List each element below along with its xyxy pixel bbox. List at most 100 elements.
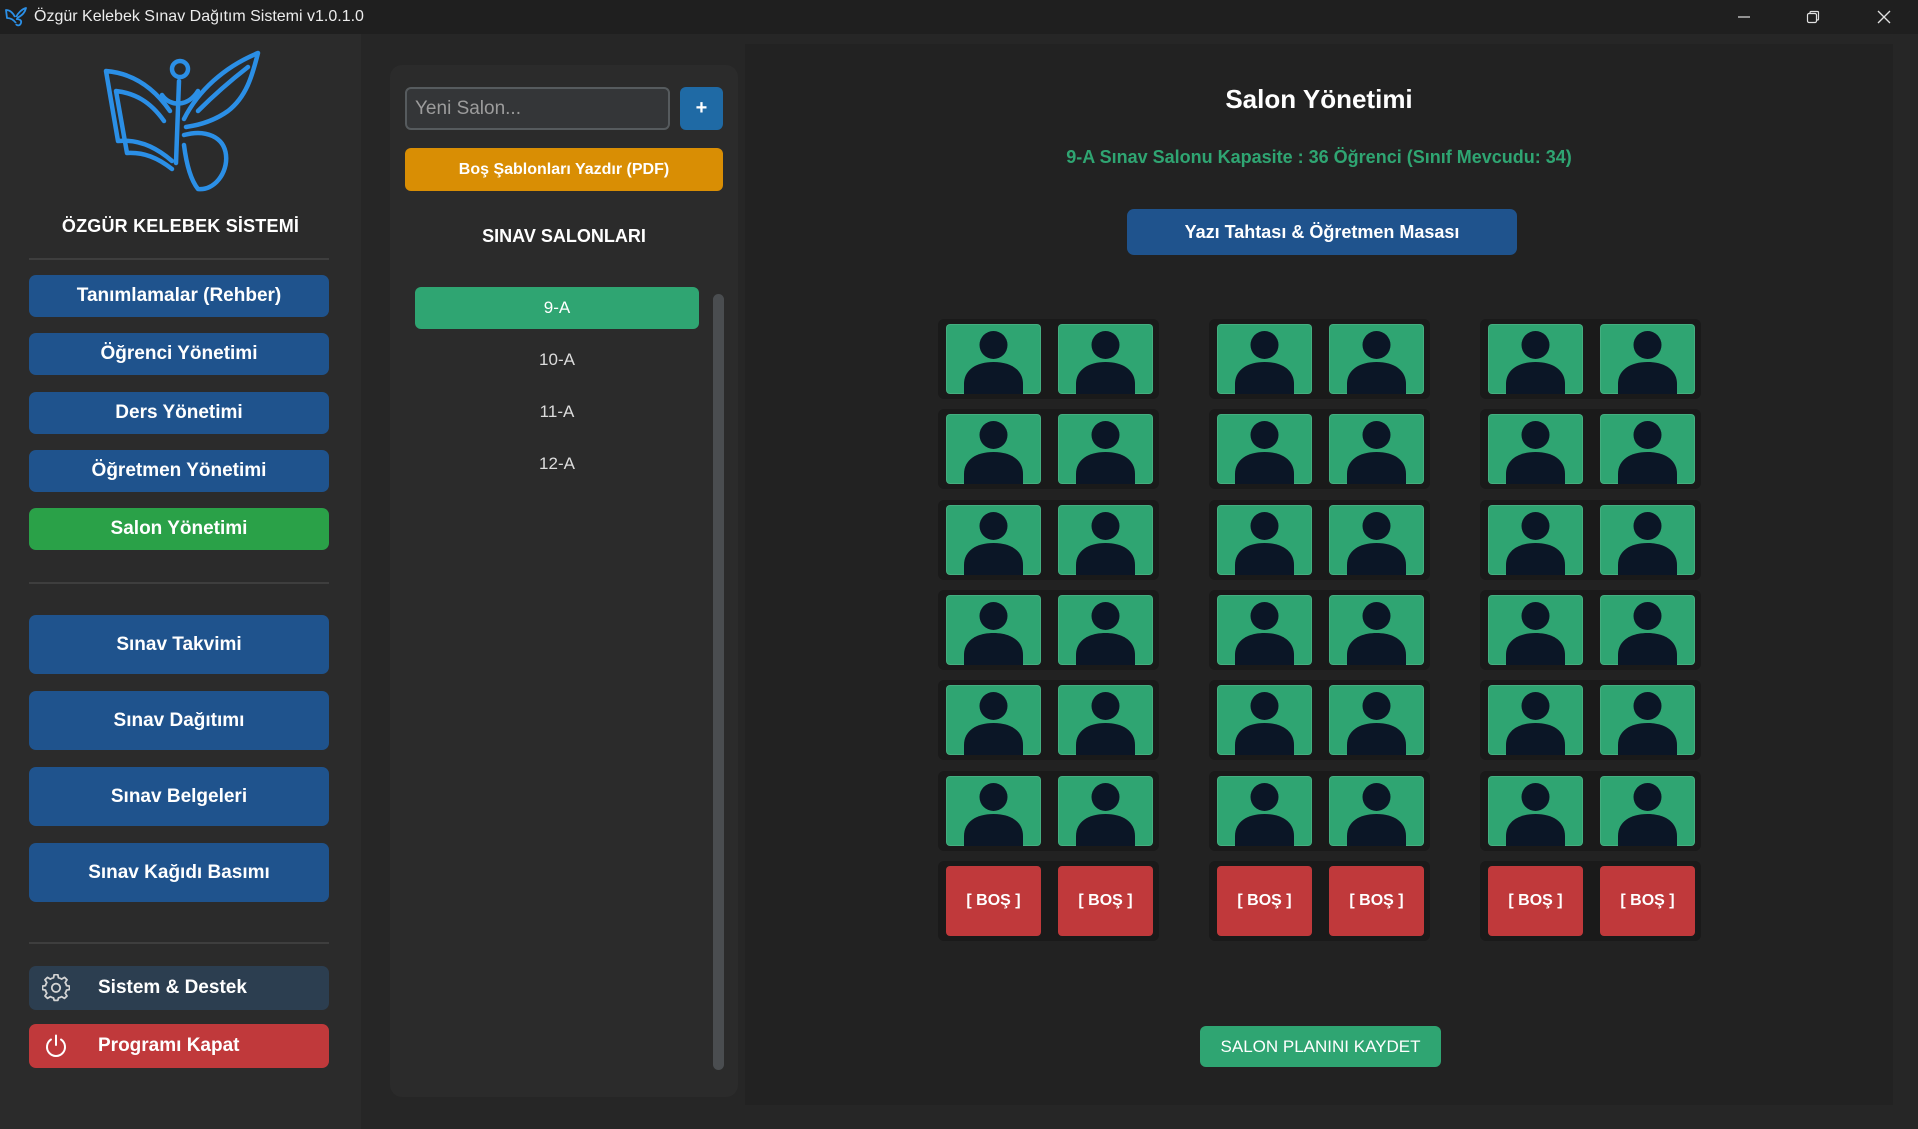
occupied-seat[interactable] <box>1217 685 1312 755</box>
empty-seat[interactable]: [ BOŞ ] <box>946 866 1041 936</box>
restore-icon <box>1806 10 1820 24</box>
occupied-seat[interactable] <box>1329 595 1424 665</box>
occupied-seat[interactable] <box>1217 505 1312 575</box>
empty-seat[interactable]: [ BOŞ ] <box>1217 866 1312 936</box>
empty-seat-label: [ BOŞ ] <box>966 892 1021 909</box>
occupied-seat[interactable] <box>1329 685 1424 755</box>
occupied-seat[interactable] <box>1217 595 1312 665</box>
occupied-seat[interactable] <box>1600 505 1695 575</box>
occupied-seat[interactable] <box>1058 685 1153 755</box>
nav-teacher-management-button[interactable]: Öğretmen Yönetimi <box>29 450 329 492</box>
person-icon <box>1235 692 1294 755</box>
butterfly-icon <box>5 7 27 27</box>
nav-student-management-button[interactable]: Öğrenci Yönetimi <box>29 333 329 375</box>
page-title: Salon Yönetimi <box>1225 84 1413 114</box>
person-icon <box>1235 331 1294 394</box>
empty-seat[interactable]: [ BOŞ ] <box>1329 866 1424 936</box>
person-icon <box>1347 783 1406 846</box>
print-empty-templates-button[interactable]: Boş Şablonları Yazdır (PDF) <box>405 148 723 191</box>
nav-course-management-button[interactable]: Ders Yönetimi <box>29 392 329 434</box>
add-salon-button[interactable]: + <box>680 87 723 130</box>
occupied-seat[interactable] <box>1600 685 1695 755</box>
new-salon-input[interactable] <box>405 87 670 130</box>
sidebar: ÖZGÜR KELEBEK SİSTEMİ Tanımlamalar (Rehb… <box>0 34 361 1129</box>
occupied-seat[interactable] <box>946 324 1041 394</box>
occupied-seat[interactable] <box>1058 324 1153 394</box>
occupied-seat[interactable] <box>946 685 1041 755</box>
close-button[interactable] <box>1856 0 1912 34</box>
save-salon-plan-button[interactable]: SALON PLANINI KAYDET <box>1200 1026 1441 1067</box>
desk-pair <box>938 590 1159 670</box>
occupied-seat[interactable] <box>1329 505 1424 575</box>
occupied-seat[interactable] <box>1488 685 1583 755</box>
empty-seat[interactable]: [ BOŞ ] <box>1058 866 1153 936</box>
person-icon <box>1347 421 1406 484</box>
occupied-seat[interactable] <box>946 414 1041 484</box>
occupied-seat[interactable] <box>1488 776 1583 846</box>
occupied-seat[interactable] <box>946 776 1041 846</box>
desk-pair <box>1480 590 1701 670</box>
desk-pair <box>938 500 1159 580</box>
desk-pair <box>1209 500 1430 580</box>
person-icon <box>1506 692 1565 755</box>
person-icon <box>964 331 1023 394</box>
person-icon <box>1235 421 1294 484</box>
salon-list-item[interactable]: 11-A <box>539 402 575 421</box>
board-teacher-desk-button[interactable]: Yazı Tahtası & Öğretmen Masası <box>1127 209 1517 255</box>
nav-exam-paper-printing-button[interactable]: Sınav Kağıdı Basımı <box>29 843 329 902</box>
person-icon <box>1506 421 1565 484</box>
person-icon <box>1235 783 1294 846</box>
nav-salon-management-button[interactable]: Salon Yönetimi <box>29 508 329 550</box>
occupied-seat[interactable] <box>1058 505 1153 575</box>
occupied-seat[interactable] <box>1488 505 1583 575</box>
salon-list-item[interactable]: 12-A <box>539 454 575 473</box>
nav-exam-documents-button[interactable]: Sınav Belgeleri <box>29 767 329 826</box>
system-support-button[interactable]: Sistem & Destek <box>29 966 329 1010</box>
occupied-seat[interactable] <box>1058 776 1153 846</box>
person-icon <box>1235 602 1294 665</box>
desk-pair <box>1480 319 1701 399</box>
occupied-seat[interactable] <box>1329 414 1424 484</box>
occupied-seat[interactable] <box>1217 324 1312 394</box>
nav-exam-distribution-button[interactable]: Sınav Dağıtımı <box>29 691 329 750</box>
occupied-seat[interactable] <box>1600 414 1695 484</box>
occupied-seat[interactable] <box>1329 324 1424 394</box>
system-support-label: Sistem & Destek <box>98 977 247 998</box>
occupied-seat[interactable] <box>946 595 1041 665</box>
occupied-seat[interactable] <box>1600 324 1695 394</box>
seating-plan-grid: [ BOŞ ][ BOŞ ][ BOŞ ][ BOŞ ][ BOŞ ][ BOŞ… <box>938 319 1701 941</box>
butterfly-logo-icon <box>103 50 261 192</box>
person-icon <box>1618 602 1677 665</box>
occupied-seat[interactable] <box>1488 324 1583 394</box>
salon-list-item[interactable]: 9-A <box>415 287 699 329</box>
occupied-seat[interactable] <box>1488 414 1583 484</box>
occupied-seat[interactable] <box>1600 776 1695 846</box>
occupied-seat[interactable] <box>1600 595 1695 665</box>
person-icon <box>1506 602 1565 665</box>
person-icon <box>1076 692 1135 755</box>
occupied-seat[interactable] <box>1058 595 1153 665</box>
empty-seat-label: [ BOŞ ] <box>1508 892 1563 909</box>
desk-pair <box>1480 680 1701 760</box>
occupied-seat[interactable] <box>946 505 1041 575</box>
occupied-seat[interactable] <box>1217 776 1312 846</box>
nav-exam-calendar-button[interactable]: Sınav Takvimi <box>29 615 329 674</box>
minimize-button[interactable] <box>1716 0 1772 34</box>
salon-list-item[interactable]: 10-A <box>539 350 575 369</box>
empty-seat[interactable]: [ BOŞ ] <box>1600 866 1695 936</box>
exit-program-button[interactable]: Programı Kapat <box>29 1024 329 1068</box>
desk-pair <box>1209 771 1430 851</box>
occupied-seat[interactable] <box>1058 414 1153 484</box>
nav-definitions-button[interactable]: Tanımlamalar (Rehber) <box>29 275 329 317</box>
capacity-info: 9-A Sınav Salonu Kapasite : 36 Öğrenci (… <box>1066 147 1572 167</box>
desk-pair <box>938 319 1159 399</box>
empty-seat[interactable]: [ BOŞ ] <box>1488 866 1583 936</box>
occupied-seat[interactable] <box>1329 776 1424 846</box>
salon-list-scrollbar[interactable] <box>713 294 724 1070</box>
occupied-seat[interactable] <box>1488 595 1583 665</box>
occupied-seat[interactable] <box>1217 414 1312 484</box>
person-icon <box>1506 512 1565 575</box>
restore-button[interactable] <box>1785 0 1841 34</box>
salon-management-content: Salon Yönetimi 9-A Sınav Salonu Kapasite… <box>745 44 1893 1105</box>
person-icon <box>1618 783 1677 846</box>
